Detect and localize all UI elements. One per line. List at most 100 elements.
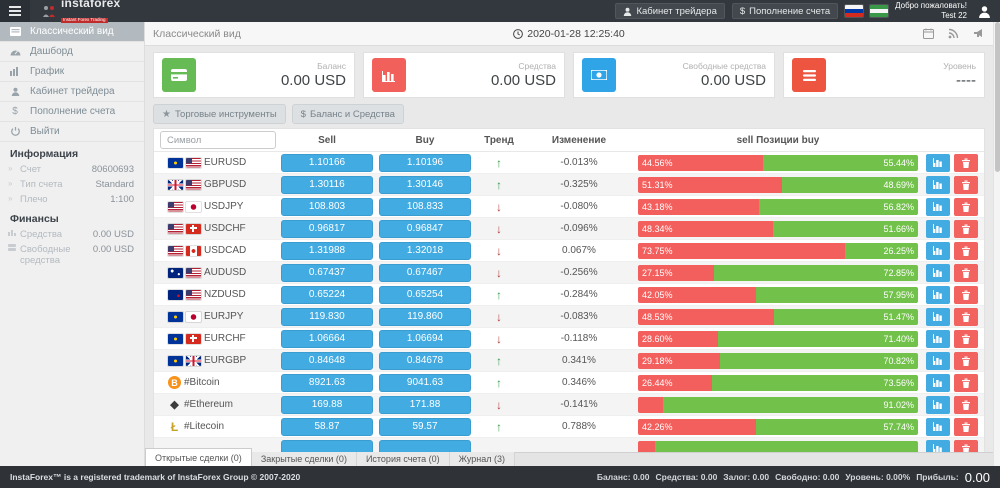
classic-view-icon [0, 27, 30, 36]
remove-symbol-button[interactable] [954, 263, 978, 282]
tab-account-history[interactable]: История счета (0) [356, 452, 450, 466]
buy-price-button[interactable]: 9041.63 [379, 373, 471, 392]
sidebar-item-trader-cabinet[interactable]: Кабинет трейдера [0, 82, 144, 102]
buy-price-button[interactable]: 0.96847 [379, 219, 471, 238]
remove-symbol-button[interactable] [954, 175, 978, 194]
open-chart-button[interactable] [926, 307, 950, 326]
card-label: Средства [518, 61, 556, 71]
username: Test 22 [941, 11, 967, 20]
user-menu-button[interactable] [974, 2, 994, 20]
calendar-icon[interactable] [923, 28, 934, 39]
open-chart-button[interactable] [926, 395, 950, 414]
tab-open-trades[interactable]: Открытые сделки (0) [145, 448, 252, 466]
open-chart-button[interactable] [926, 175, 950, 194]
clock-icon [513, 28, 524, 39]
buy-price-button[interactable]: 0.67467 [379, 263, 471, 282]
sell-price-button[interactable]: 1.06664 [281, 329, 373, 348]
open-chart-button[interactable] [926, 197, 950, 216]
ethereum-icon: ◆ [170, 399, 179, 411]
sell-price-button[interactable]: 0.96817 [281, 219, 373, 238]
buy-price-button[interactable]: 59.57 [379, 417, 471, 436]
remove-symbol-button[interactable] [954, 329, 978, 348]
buy-price-button[interactable]: 108.833 [379, 197, 471, 216]
russian-flag-icon[interactable] [845, 5, 864, 17]
open-chart-button[interactable] [926, 285, 950, 304]
remove-symbol-button[interactable] [954, 417, 978, 436]
cabinet-button[interactable]: Кабинет трейдера [615, 3, 725, 19]
vertical-scrollbar[interactable] [993, 22, 1000, 466]
language-flag-icon[interactable] [870, 5, 889, 17]
sell-price-button[interactable]: 169.88 [281, 395, 373, 414]
remove-symbol-button[interactable] [954, 373, 978, 392]
deposit-button[interactable]: $ Пополнение счета [731, 3, 839, 19]
remove-symbol-button[interactable] [954, 395, 978, 414]
trash-icon [962, 180, 970, 190]
sell-price-button[interactable]: 1.31988 [281, 241, 373, 260]
remove-symbol-button[interactable] [954, 153, 978, 172]
tab-closed-trades[interactable]: Закрытые сделки (0) [251, 452, 357, 466]
buy-price-button[interactable]: 1.32018 [379, 241, 471, 260]
menu-toggle-button[interactable] [0, 0, 30, 22]
symbol-cell: USDCHF [154, 223, 278, 234]
chart-icon [932, 378, 942, 387]
symbol-filter-input[interactable] [160, 131, 276, 149]
buy-price-button[interactable]: 0.65254 [379, 285, 471, 304]
remove-symbol-button[interactable] [954, 241, 978, 260]
open-chart-button[interactable] [926, 263, 950, 282]
sell-price-button[interactable]: 0.67437 [281, 263, 373, 282]
open-chart-button[interactable] [926, 219, 950, 238]
trading-instruments-button[interactable]: ★ Торговые инструменты [153, 104, 286, 124]
sell-price-button[interactable]: 108.803 [281, 197, 373, 216]
remove-symbol-button[interactable] [954, 307, 978, 326]
sidebar-item-classic-view[interactable]: Классический вид [0, 22, 144, 42]
buy-positions-segment: 48.69% [781, 176, 918, 193]
sell-price-button[interactable]: 1.10166 [281, 153, 373, 172]
sell-price-button[interactable]: 119.830 [281, 307, 373, 326]
symbol-name: NZDUSD [204, 289, 246, 300]
sidebar-item-chart[interactable]: График [0, 62, 144, 82]
megaphone-icon[interactable] [973, 28, 985, 39]
open-chart-button[interactable] [926, 417, 950, 436]
remove-symbol-button[interactable] [954, 351, 978, 370]
open-chart-button[interactable] [926, 373, 950, 392]
chart-icon [932, 246, 942, 255]
buy-price-button[interactable]: 1.30146 [379, 175, 471, 194]
open-chart-button[interactable] [926, 241, 950, 260]
chart-icon [932, 422, 942, 431]
remove-symbol-button[interactable] [954, 197, 978, 216]
scrollbar-thumb[interactable] [995, 22, 1000, 172]
sell-price-button[interactable]: 8921.63 [281, 373, 373, 392]
sell-price-button[interactable]: 58.87 [281, 417, 373, 436]
sidebar-item-dashboard[interactable]: Дашборд [0, 42, 144, 62]
open-chart-button[interactable] [926, 351, 950, 370]
symbol-cell: GBPUSD [154, 179, 278, 190]
info-row-leverage: » Плечо 1:100 [8, 194, 134, 205]
sell-price-button[interactable]: 1.30116 [281, 175, 373, 194]
open-chart-button[interactable] [926, 153, 950, 172]
sell-price-button[interactable]: 0.65224 [281, 285, 373, 304]
sell-price-button[interactable]: 0.84648 [281, 351, 373, 370]
buy-price-button[interactable]: 171.88 [379, 395, 471, 414]
change-value: -0.284% [560, 289, 598, 300]
flag-jp-icon [186, 201, 201, 212]
sidebar-item-deposit[interactable]: $ Пополнение счета [0, 102, 144, 122]
trash-icon [962, 202, 970, 212]
chart-icon [932, 202, 942, 211]
chart-icon [932, 312, 942, 321]
chart-icon [932, 224, 942, 233]
symbol-name: AUDUSD [204, 267, 247, 278]
remove-symbol-button[interactable] [954, 285, 978, 304]
instaforex-logo[interactable]: instaforex Instant Forex Trading [42, 0, 120, 25]
buy-price-button[interactable]: 0.84678 [379, 351, 471, 370]
rss-icon[interactable] [948, 28, 959, 39]
positions-bar: 91.02% [638, 396, 918, 413]
positions-bar: 42.05% 57.95% [638, 286, 918, 303]
open-chart-button[interactable] [926, 329, 950, 348]
remove-symbol-button[interactable] [954, 219, 978, 238]
sidebar-item-logout[interactable]: Выйти [0, 122, 144, 142]
balance-funds-button[interactable]: $ Баланс и Средства [291, 104, 404, 124]
tab-journal[interactable]: Журнал (3) [449, 452, 516, 466]
buy-price-button[interactable]: 1.10196 [379, 153, 471, 172]
buy-price-button[interactable]: 1.06694 [379, 329, 471, 348]
buy-price-button[interactable]: 119.860 [379, 307, 471, 326]
